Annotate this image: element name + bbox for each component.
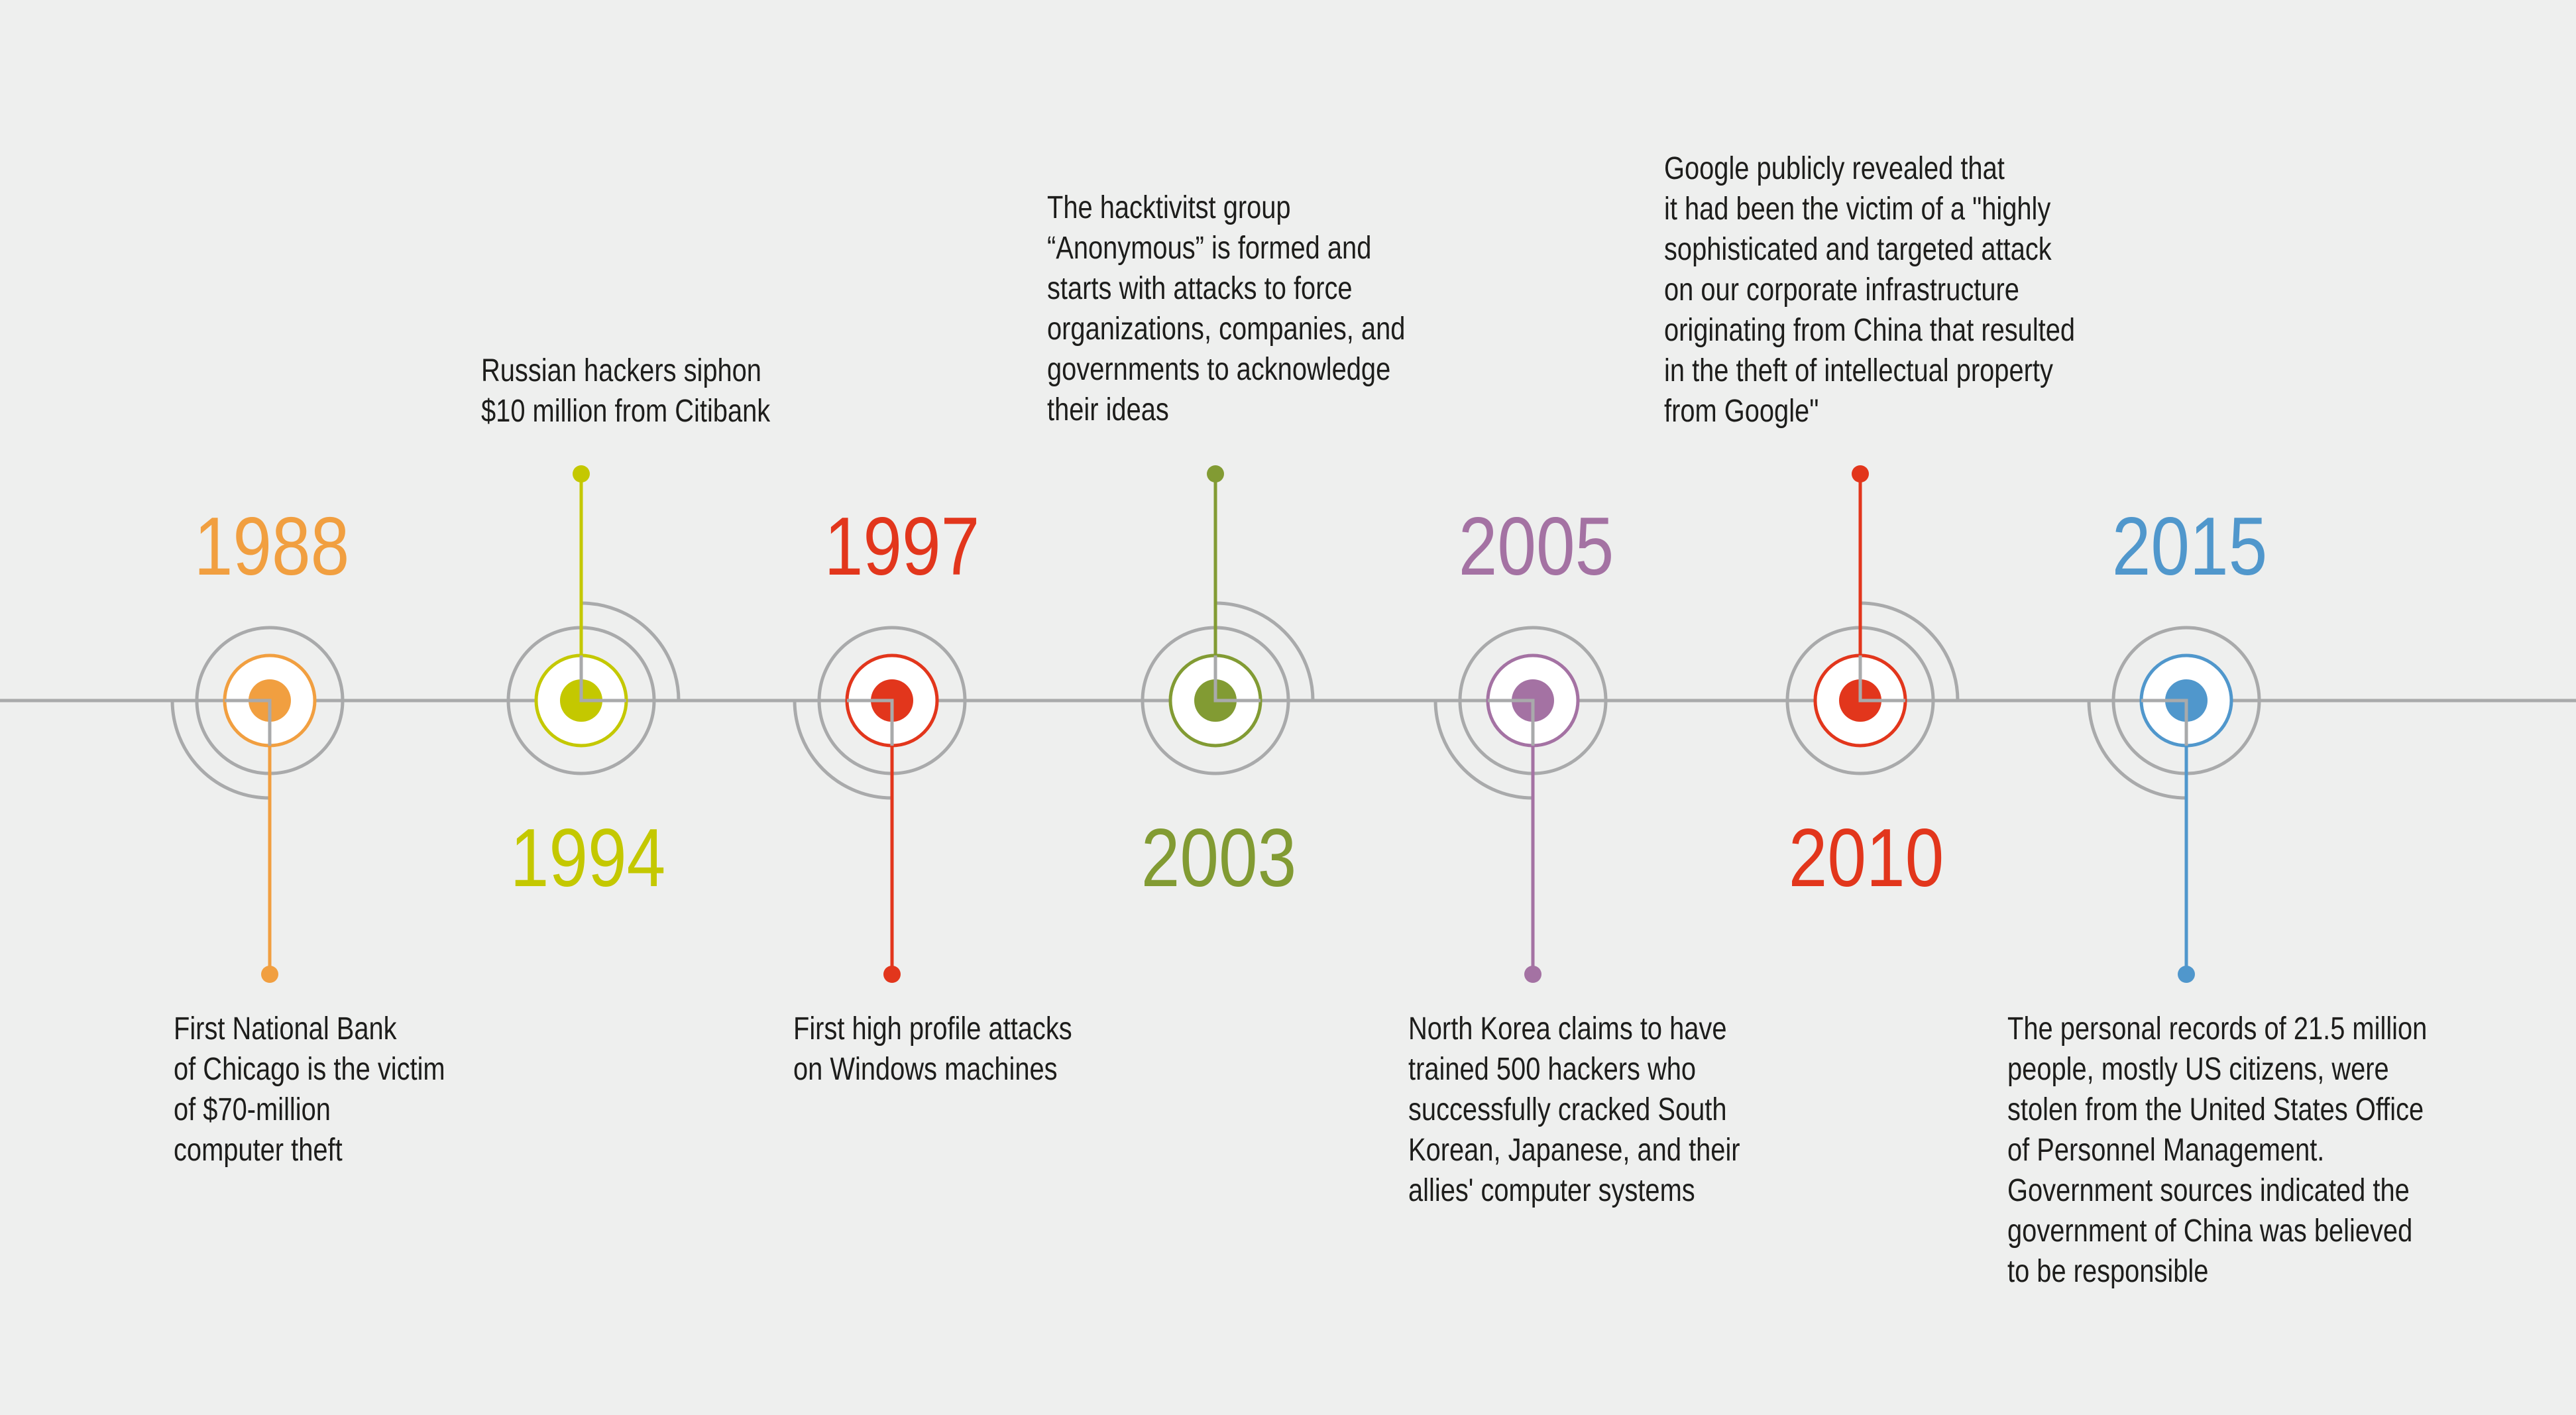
description-line: of Chicago is the victim [174, 1052, 445, 1087]
description-line: government of China was believed [2007, 1214, 2413, 1249]
event-marker-1994 [506, 465, 681, 775]
event-marker-2010 [1785, 465, 1960, 775]
elbow-connector [847, 699, 894, 746]
description-line: starts with attacks to force [1047, 271, 1353, 306]
description-line: First high profile attacks [793, 1011, 1072, 1047]
stem-end-dot-icon [1524, 966, 1541, 983]
event-description-2005: North Korea claims to have trained 500 ha… [1408, 1009, 1740, 1211]
description-line: First National Bank [174, 1011, 397, 1047]
event-marker-2003 [1141, 465, 1315, 775]
description-line: of Personnel Management. [2007, 1133, 2325, 1168]
year-label-2005: 2005 [1458, 501, 1614, 593]
description-line: Korean, Japanese, and their [1408, 1133, 1740, 1168]
elbow-connector [1858, 655, 1905, 703]
description-line: The hacktivitst group [1047, 190, 1291, 225]
quarter-arc-icon [2087, 700, 2187, 800]
quarter-arc-icon [793, 700, 893, 800]
quarter-arc-icon [581, 601, 681, 701]
quarter-arc-icon [1433, 700, 1534, 800]
elbow-connector [579, 655, 626, 703]
quarter-arc-icon [1860, 601, 1960, 701]
stem-end-dot-icon [883, 966, 901, 983]
event-description-1988: First National Bank of Chicago is the vic… [174, 1009, 445, 1170]
description-line: successfully cracked South [1408, 1092, 1727, 1127]
description-line: from Google" [1664, 394, 1819, 429]
description-line: stolen from the United States Office [2007, 1092, 2424, 1127]
event-marker-1988 [170, 626, 345, 983]
description-line: North Korea claims to have [1408, 1011, 1727, 1047]
description-line: their ideas [1047, 392, 1169, 427]
elbow-connector [1213, 655, 1260, 703]
stem-end-dot-icon [2178, 966, 2195, 983]
description-line: allies' computer systems [1408, 1173, 1695, 1208]
stem-end-dot-icon [261, 966, 278, 983]
description-line: Russian hackers siphon [481, 353, 761, 388]
event-marker-2015 [2087, 626, 2261, 983]
description-line: people, mostly US citizens, were [2007, 1052, 2389, 1087]
description-line: Government sources indicated the [2007, 1173, 2410, 1208]
year-label-1997: 1997 [824, 501, 980, 593]
event-description-1997: First high profile attacks on Windows mac… [793, 1009, 1072, 1090]
description-line: on our corporate infrastructure [1664, 272, 2019, 308]
description-line: originating from China that resulted [1664, 313, 2076, 348]
quarter-arc-icon [170, 700, 270, 800]
description-line: of $70-million [174, 1092, 331, 1127]
elbow-connector [2141, 699, 2188, 746]
stem-end-dot-icon [1207, 465, 1224, 482]
description-line: organizations, companies, and [1047, 311, 1406, 347]
description-line: governments to acknowledge [1047, 352, 1391, 387]
description-line: “Anonymous” is formed and [1047, 231, 1372, 266]
quarter-arc-icon [1215, 601, 1315, 701]
event-description-1994: Russian hackers siphon $10 million from C… [481, 351, 770, 431]
description-line: in the theft of intellectual property [1664, 353, 2053, 388]
description-line: The personal records of 21.5 million [2007, 1011, 2428, 1047]
event-description-2015: The personal records of 21.5 million peop… [2007, 1009, 2427, 1292]
description-line: it had been the victim of a "highly [1664, 192, 2051, 227]
description-line: computer theft [174, 1133, 343, 1168]
event-description-2003: The hacktivitst group “Anonymous” is form… [1047, 188, 1405, 430]
description-line: to be responsible [2007, 1254, 2209, 1289]
description-line: Google publicly revealed that [1664, 151, 2005, 186]
event-description-2010: Google publicly revealed that it had been… [1664, 148, 2075, 431]
description-line: trained 500 hackers who [1408, 1052, 1697, 1087]
stem-end-dot-icon [573, 465, 590, 482]
elbow-connector [1488, 699, 1535, 746]
year-label-2015: 2015 [2111, 501, 2268, 593]
elbow-connector [225, 699, 272, 746]
description-line: $10 million from Citibank [481, 394, 771, 429]
year-label-2010: 2010 [1788, 813, 1944, 904]
stem-end-dot-icon [1852, 465, 1869, 482]
year-label-1988: 1988 [194, 501, 350, 593]
description-line: on Windows machines [793, 1052, 1058, 1087]
event-marker-2005 [1433, 626, 1608, 983]
event-marker-1997 [793, 626, 967, 983]
year-label-1994: 1994 [510, 813, 666, 904]
year-label-2003: 2003 [1141, 813, 1297, 904]
description-line: sophisticated and targeted attack [1664, 232, 2052, 267]
